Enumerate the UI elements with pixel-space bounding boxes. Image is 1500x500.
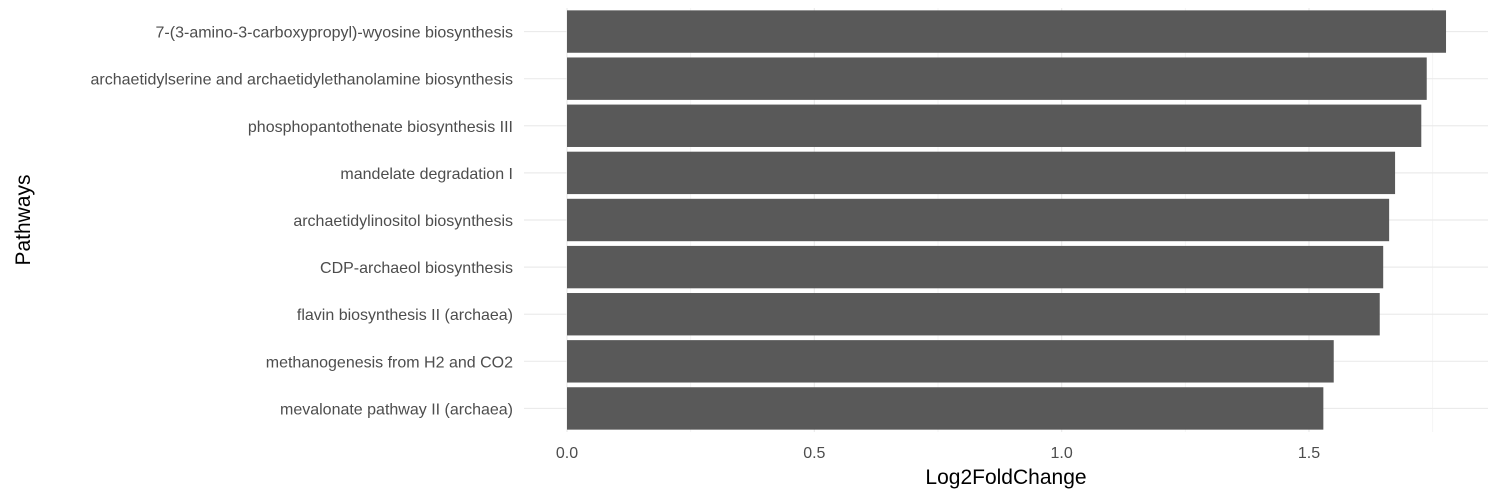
y-tick-label: flavin biosynthesis II (archaea): [297, 307, 513, 324]
y-tick-label: archaetidylinositol biosynthesis: [293, 213, 513, 230]
x-tick-label: 0.0: [556, 445, 578, 462]
y-axis-title: Pathways: [12, 174, 35, 265]
bar: [567, 387, 1324, 430]
bar: [567, 245, 1384, 289]
x-tick-label: 1.0: [1051, 445, 1073, 462]
y-tick-label: mevalonate pathway II (archaea): [280, 401, 513, 418]
x-tick-label: 0.5: [803, 445, 825, 462]
x-axis-title: Log2FoldChange: [925, 466, 1086, 489]
bars: [567, 10, 1447, 430]
bar: [567, 104, 1422, 147]
bar: [567, 340, 1334, 383]
y-tick-label: 7-(3-amino-3-carboxypropyl)-wyosine bios…: [156, 25, 513, 42]
bar: [567, 57, 1427, 100]
y-tick-label: phosphopantothenate biosynthesis III: [248, 119, 513, 136]
y-tick-label: CDP-archaeol biosynthesis: [320, 260, 513, 277]
bar: [567, 198, 1390, 242]
bar: [567, 293, 1380, 336]
x-tick-label: 1.5: [1298, 445, 1320, 462]
bar: [567, 151, 1396, 195]
y-tick-label: methanogenesis from H2 and CO2: [266, 354, 513, 371]
y-tick-label: archaetidylserine and archaetidylethanol…: [91, 72, 513, 89]
y-tick-label: mandelate degradation I: [340, 166, 513, 183]
bar: [567, 10, 1447, 53]
y-tick-labels: 7-(3-amino-3-carboxypropyl)-wyosine bios…: [91, 25, 514, 419]
x-tick-labels: 0.0 0.5 1.0 1.5: [556, 445, 1320, 462]
